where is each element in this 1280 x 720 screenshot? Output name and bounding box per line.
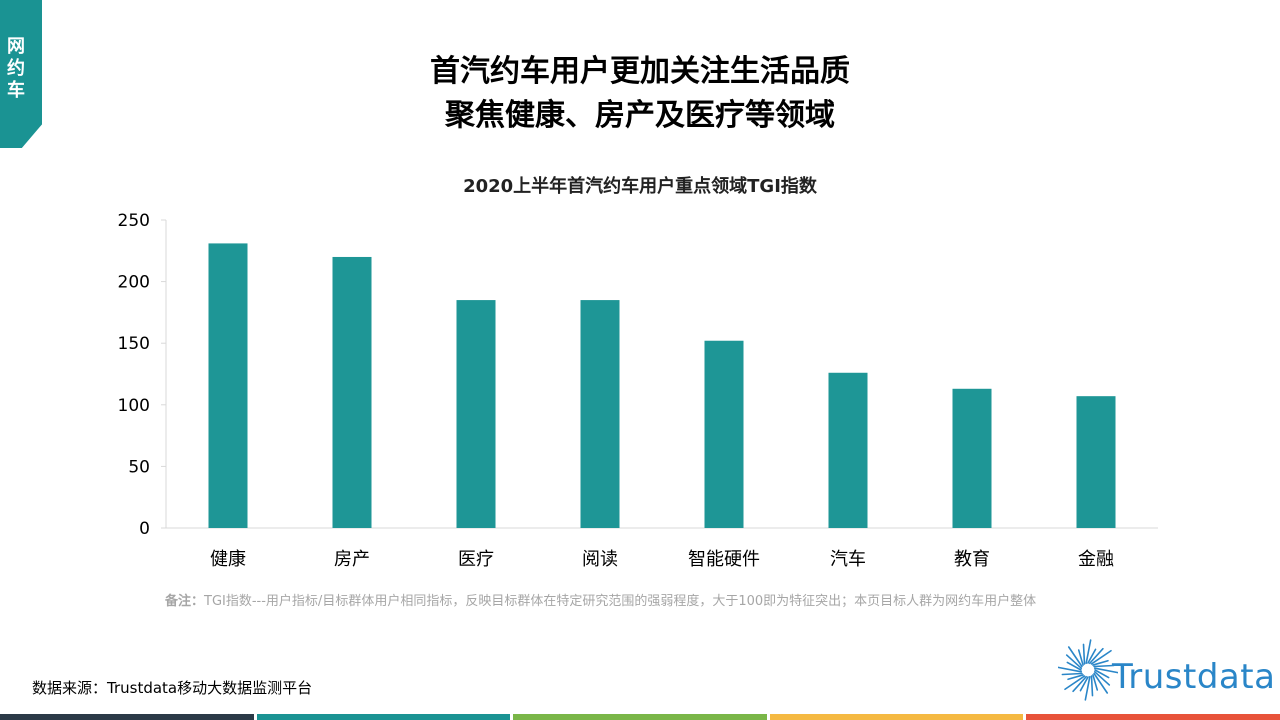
bottom-bar-segment <box>256 714 511 720</box>
title-line-2: 聚焦健康、房产及医疗等领域 <box>445 98 835 133</box>
bottom-bar-segment <box>1026 714 1280 720</box>
bottom-bar-segment <box>0 714 254 720</box>
data-source: 数据来源：Trustdata移动大数据监测平台 <box>32 679 313 697</box>
bottom-bar-segment <box>769 714 1024 720</box>
chart-title: 2020上半年首汽约车用户重点领域TGI指数 <box>463 176 817 197</box>
bar <box>208 243 248 528</box>
bar <box>1076 396 1116 528</box>
title-line-1: 首汽约车用户更加关注生活品质 <box>430 54 850 89</box>
x-tick-label: 健康 <box>210 549 246 570</box>
bottom-bar-segment <box>513 714 767 720</box>
logo-text: Trustdata <box>1112 657 1276 697</box>
x-tick-label: 金融 <box>1078 549 1114 570</box>
x-tick-label: 教育 <box>954 549 990 570</box>
footnote: 备注：TGI指数---用户指标/目标群体用户相同指标，反映目标群体在特定研究范围… <box>165 590 1036 609</box>
footnote-label: 备注： <box>165 594 205 609</box>
bar <box>456 300 496 528</box>
trustdata-logo: Trustdata <box>1057 635 1275 705</box>
y-tick-label: 50 <box>128 457 150 477</box>
bottom-color-bar <box>0 714 1280 720</box>
sunburst-icon <box>1057 639 1119 701</box>
bar <box>332 256 372 528</box>
x-tick-label: 汽车 <box>830 549 866 570</box>
x-tick-label: 医疗 <box>458 549 494 570</box>
bar <box>704 340 744 528</box>
y-tick-label: 250 <box>118 211 150 231</box>
y-tick-label: 150 <box>118 334 150 354</box>
bar <box>828 372 868 528</box>
page-title: 首汽约车用户更加关注生活品质 聚焦健康、房产及医疗等领域 <box>0 50 1280 138</box>
x-tick-label: 阅读 <box>582 549 618 570</box>
x-tick-label: 房产 <box>334 549 370 570</box>
bar <box>580 300 620 528</box>
side-tag: 网 约 车 <box>0 0 42 148</box>
x-tick-label: 智能硬件 <box>688 549 760 570</box>
side-tag-label: 网 约 车 <box>7 36 25 101</box>
bar <box>952 388 992 528</box>
y-tick-label: 100 <box>118 396 150 416</box>
y-tick-label: 200 <box>118 273 150 293</box>
y-tick-label: 0 <box>139 519 150 539</box>
footnote-text: TGI指数---用户指标/目标群体用户相同指标，反映目标群体在特定研究范围的强弱… <box>204 594 1037 609</box>
